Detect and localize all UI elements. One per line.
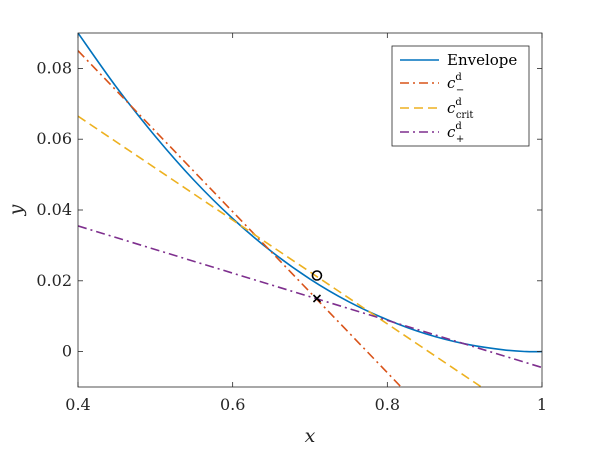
marker-layer (311, 270, 323, 303)
y-axis-title: y (5, 204, 27, 216)
y-tick-label-1: 0.02 (36, 271, 72, 290)
series-line-2 (78, 115, 483, 387)
legend-label-1: cd − (447, 72, 464, 96)
x-tick-label-0: 0.4 (65, 395, 90, 414)
x-tick-label-3: 1 (537, 395, 547, 414)
legend-label-2: cd crit (447, 97, 473, 121)
x-tick-label-1: 0.6 (220, 395, 245, 414)
series-layer (78, 33, 542, 387)
circle-point (311, 270, 323, 281)
cross-point (312, 294, 322, 303)
y-tick-label-3: 0.06 (36, 129, 72, 148)
series-line-1 (78, 50, 403, 387)
legend-box (391, 45, 530, 147)
series-line-3 (78, 225, 542, 369)
legend-label-3: cd + (447, 121, 464, 145)
y-tick-label-0: 0 (62, 342, 72, 361)
x-tick-label-2: 0.8 (375, 395, 400, 414)
y-tick-label-4: 0.08 (36, 58, 72, 77)
x-axis-title: x (305, 425, 316, 447)
series-line-0 (78, 33, 542, 353)
axes-layer: 0.4 0.6 0.8 1 0 0.02 0.04 0.06 0.08 (36, 32, 547, 414)
legend-label-0: Envelope (447, 51, 517, 69)
y-tick-label-2: 0.04 (36, 200, 72, 219)
